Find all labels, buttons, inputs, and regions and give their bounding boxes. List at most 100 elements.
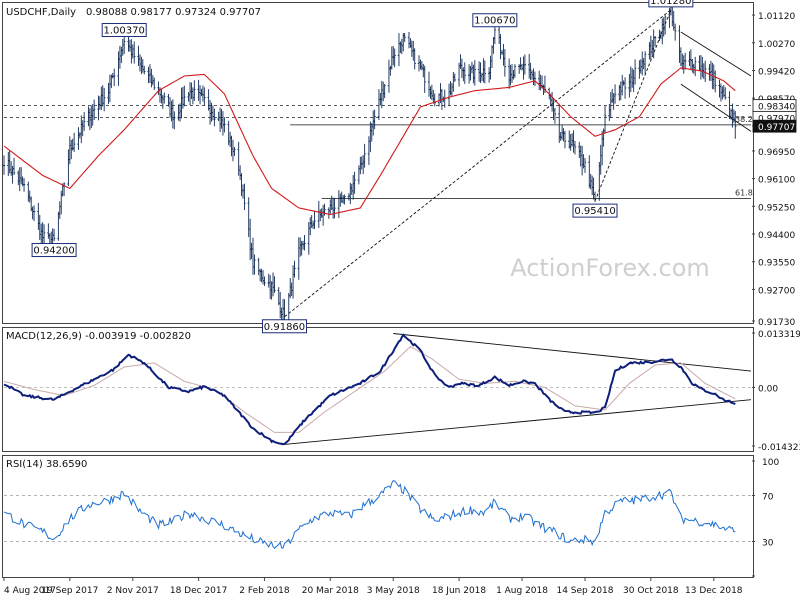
macd-tick-label: -0.014323 xyxy=(758,443,800,453)
time-tick-label: 4 Aug 2017 xyxy=(4,586,56,596)
ohlc-bar xyxy=(72,132,76,152)
macd-lines xyxy=(3,333,736,446)
ohlc-bar xyxy=(173,111,176,130)
ohlc-bar xyxy=(403,33,406,42)
ohlc-bar xyxy=(163,92,166,104)
ohlc-bar xyxy=(303,234,306,251)
macd-tick-label: 0.00 xyxy=(758,384,778,394)
ohlc-bar xyxy=(313,211,316,229)
ohlc-bar xyxy=(714,70,717,93)
ohlc-bar xyxy=(102,87,106,112)
price-label-box xyxy=(101,23,147,38)
price-label: 0.95410 xyxy=(574,206,615,217)
ohlc-bar xyxy=(32,205,36,222)
time-tick-label: 14 Sep 2018 xyxy=(556,586,613,596)
price-level-tag-label: 0.97970 xyxy=(758,114,795,124)
ohlc-bar xyxy=(333,197,336,219)
ohlc-bar xyxy=(663,15,667,35)
price-labels: 0.94200 1.00370 0.91860 1.00670 0.95410 1.012… xyxy=(31,0,694,334)
ohlc-bar xyxy=(633,59,637,85)
ohlc-bar xyxy=(133,41,136,64)
price-levels: 38.2 61.8 xyxy=(4,105,753,199)
ohlc-bar xyxy=(734,110,737,139)
price-tick-label: 0.93550 xyxy=(758,259,795,269)
ohlc-bar xyxy=(92,99,96,121)
macd-axis: 0.013319 0.00 -0.014323 xyxy=(752,330,800,453)
price-tick-label: 0.95250 xyxy=(758,203,795,213)
time-tick-label: 3 May 2018 xyxy=(367,586,420,596)
rsi-panel-frame xyxy=(2,455,754,578)
ohlc-bar xyxy=(653,35,657,47)
price-level-tag xyxy=(752,119,797,133)
ohlc-bar xyxy=(22,178,26,192)
price-trendline xyxy=(680,31,752,77)
ohlc-bar xyxy=(393,48,396,68)
macd-trendline xyxy=(393,333,752,372)
price-label-box xyxy=(648,0,694,8)
price-trendlines xyxy=(284,9,752,318)
macd-trendline xyxy=(281,399,752,446)
macd-panel-title: MACD(12,26,9) -0.003919 -0.002820 xyxy=(6,331,191,342)
price-panel-frame xyxy=(2,2,754,324)
ohlc-bar xyxy=(52,228,56,242)
price-tick-label: 0.94400 xyxy=(758,231,795,241)
ohlc-bar xyxy=(183,85,186,107)
ohlc-bar xyxy=(203,87,206,106)
rsi-axis: 100 70 30 xyxy=(752,458,779,577)
ohlc-bar xyxy=(123,34,126,54)
ohlc-bar xyxy=(583,157,587,173)
ohlc-bar xyxy=(153,77,156,90)
rsi-line xyxy=(3,480,736,550)
ohlc-bar xyxy=(42,224,46,246)
moving-average-line xyxy=(3,67,736,216)
price-trendline xyxy=(680,83,752,132)
ohlc-bar xyxy=(643,51,647,74)
price-label: 1.00670 xyxy=(474,16,515,27)
ohlc-bar xyxy=(2,155,6,175)
price-level-tag-label: 0.97707 xyxy=(758,123,795,133)
ohlc-bar xyxy=(573,140,577,155)
ohlc-bar xyxy=(12,157,16,176)
ohlc-bar xyxy=(293,260,296,278)
macd-trendlines xyxy=(281,333,752,446)
price-panel-ohlc: 0.98088 0.98177 0.97324 0.97707 xyxy=(86,7,261,18)
price-label: 1.00370 xyxy=(104,26,145,37)
ohlc-bar xyxy=(563,130,567,149)
time-tick-label: 18 Dec 2017 xyxy=(170,586,228,596)
rsi-lines xyxy=(3,480,736,550)
ohlc-bar xyxy=(343,194,346,205)
price-trendline xyxy=(594,9,672,202)
time-tick-label: 18 Jun 2018 xyxy=(432,586,486,596)
ohlc-bar xyxy=(223,117,226,133)
time-tick-label: 19 Sep 2017 xyxy=(41,586,98,596)
ohlc-bar xyxy=(533,71,537,87)
ohlc-bar xyxy=(553,108,557,124)
ohlc-bar xyxy=(523,54,527,75)
price-tick-label: 1.01120 xyxy=(758,12,795,22)
price-label: 0.94200 xyxy=(33,246,74,257)
ohlc-bar xyxy=(724,87,727,100)
time-tick-label: 2 Feb 2018 xyxy=(239,586,290,596)
macd-line xyxy=(3,333,736,446)
ohlc-bar xyxy=(673,23,677,41)
ohlc-bar xyxy=(623,77,627,99)
price-level-tag-label: 0.98340 xyxy=(758,103,795,113)
ohlc-bar xyxy=(613,84,617,104)
macd-tick-label: 0.013319 xyxy=(758,330,800,340)
fib-label: 61.8 xyxy=(735,189,753,198)
time-tick-label: 30 Oct 2018 xyxy=(623,586,679,596)
price-label-box xyxy=(572,203,618,218)
fib-label: 38.2 xyxy=(735,115,753,124)
price-axis: 1.011201.002700.994200.985700.977200.969… xyxy=(752,12,797,328)
price-trendline xyxy=(284,9,672,318)
price-panel-symbol: USDCHF,Daily xyxy=(6,7,76,18)
ohlc-bar xyxy=(603,105,607,134)
ohlc-bar xyxy=(363,143,366,168)
moving-average xyxy=(3,67,736,216)
rsi-tick-label: 70 xyxy=(762,493,774,503)
ohlc-bar xyxy=(593,191,597,203)
macd-signal-line xyxy=(3,345,736,433)
